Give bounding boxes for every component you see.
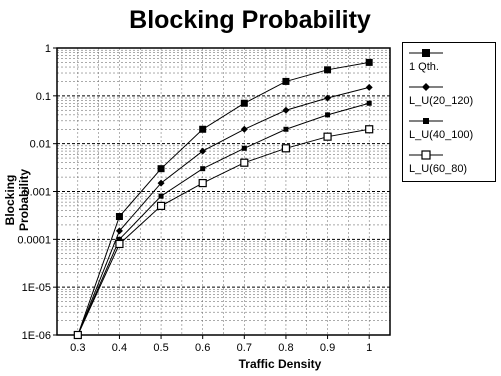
series-line-l-u-20-120	[77, 86, 370, 336]
data-point-1-qth	[157, 165, 165, 173]
data-point-1-qth	[115, 213, 123, 221]
y-axis: 1 0.1 0.01 0.001 0.0001 1E-05 1E-06	[17, 43, 57, 342]
y-tick-label: 0.01	[30, 139, 51, 151]
x-tick-label: 0.6	[195, 342, 210, 354]
series-l-u-60-80	[73, 125, 374, 340]
y-tick-label: 0.0001	[17, 234, 51, 246]
legend-label-l-u-60-80: L_U(60_80)	[409, 163, 468, 175]
legend-label-l-u-20-120: L_U(20_120)	[409, 95, 474, 107]
data-point-1-qth	[282, 77, 290, 85]
legend-item-l-u-40-100: L_U(40_100)	[409, 115, 497, 149]
data-point-l-u-40-100	[241, 145, 247, 151]
legend-label-1-qth: 1 Qth.	[409, 61, 439, 73]
data-point-l-u-60-80	[115, 239, 124, 249]
data-point-l-u-60-80	[365, 125, 374, 134]
data-point-l-u-40-100	[283, 126, 289, 132]
legend-symbol-l-u-60-80	[409, 150, 443, 160]
x-tick-label: 1	[366, 342, 372, 354]
legend-item-l-u-60-80: L_U(60_80)	[409, 149, 497, 183]
y-tick-label: 1E-05	[22, 282, 51, 294]
y-tick-label: 0.001	[23, 187, 51, 199]
legend-symbol-1-qth	[409, 49, 443, 57]
y-tick-label: 1E-06	[22, 330, 51, 342]
x-tick-label: 0.3	[70, 342, 85, 354]
legend-symbol-l-u-20-120	[409, 83, 443, 91]
chart-title: Blocking Probability	[129, 6, 371, 34]
data-point-l-u-60-80	[198, 178, 207, 188]
series-line-1-qth	[77, 61, 370, 336]
x-axis: 0.3 0.4 0.5 0.6 0.7 0.8 0.9 1	[70, 335, 372, 354]
data-point-l-u-20-120	[199, 147, 207, 155]
data-point-l-u-20-120	[282, 106, 290, 114]
data-point-l-u-20-120	[365, 83, 373, 91]
data-point-l-u-60-80	[323, 132, 332, 141]
series-group	[73, 58, 374, 340]
x-tick-label: 0.4	[112, 342, 127, 354]
data-point-1-qth	[199, 125, 207, 133]
data-point-l-u-40-100	[366, 100, 372, 106]
data-point-l-u-60-80	[73, 330, 82, 340]
x-axis-label: Traffic Density	[238, 357, 322, 371]
legend: 1 Qth. L_U(20_120) L_U(40_100) L_U(60_80…	[402, 42, 496, 182]
data-point-l-u-40-100	[325, 112, 331, 118]
data-point-l-u-20-120	[157, 179, 165, 187]
data-point-1-qth	[240, 99, 248, 107]
x-tick-label: 0.7	[237, 342, 252, 354]
data-point-l-u-20-120	[324, 94, 332, 102]
data-point-l-u-60-80	[156, 201, 166, 210]
data-point-l-u-40-100	[200, 166, 206, 172]
x-tick-label: 0.9	[320, 342, 335, 354]
legend-item-l-u-20-120: L_U(20_120)	[409, 81, 497, 115]
series-line-l-u-40-100	[77, 102, 370, 336]
data-point-l-u-20-120	[240, 125, 248, 133]
legend-symbol-l-u-40-100	[409, 118, 443, 124]
y-tick-label: 0.1	[36, 91, 51, 103]
data-point-l-u-40-100	[116, 236, 122, 242]
legend-label-l-u-40-100: L_U(40_100)	[409, 129, 474, 141]
series-1-qth	[74, 58, 373, 339]
legend-item-1-qth: 1 Qth.	[409, 47, 497, 81]
data-point-l-u-40-100	[158, 193, 164, 199]
data-point-l-u-60-80	[281, 144, 291, 153]
data-point-1-qth	[324, 66, 332, 74]
x-tick-label: 0.8	[278, 342, 293, 354]
series-line-l-u-60-80	[77, 128, 370, 336]
y-tick-label: 1	[45, 43, 51, 55]
data-point-l-u-60-80	[240, 158, 249, 167]
x-tick-label: 0.5	[153, 342, 168, 354]
y-axis-label: Blocking Probability	[3, 169, 31, 232]
data-point-l-u-20-120	[115, 227, 123, 235]
data-point-1-qth	[365, 58, 373, 66]
grid	[56, 47, 391, 336]
